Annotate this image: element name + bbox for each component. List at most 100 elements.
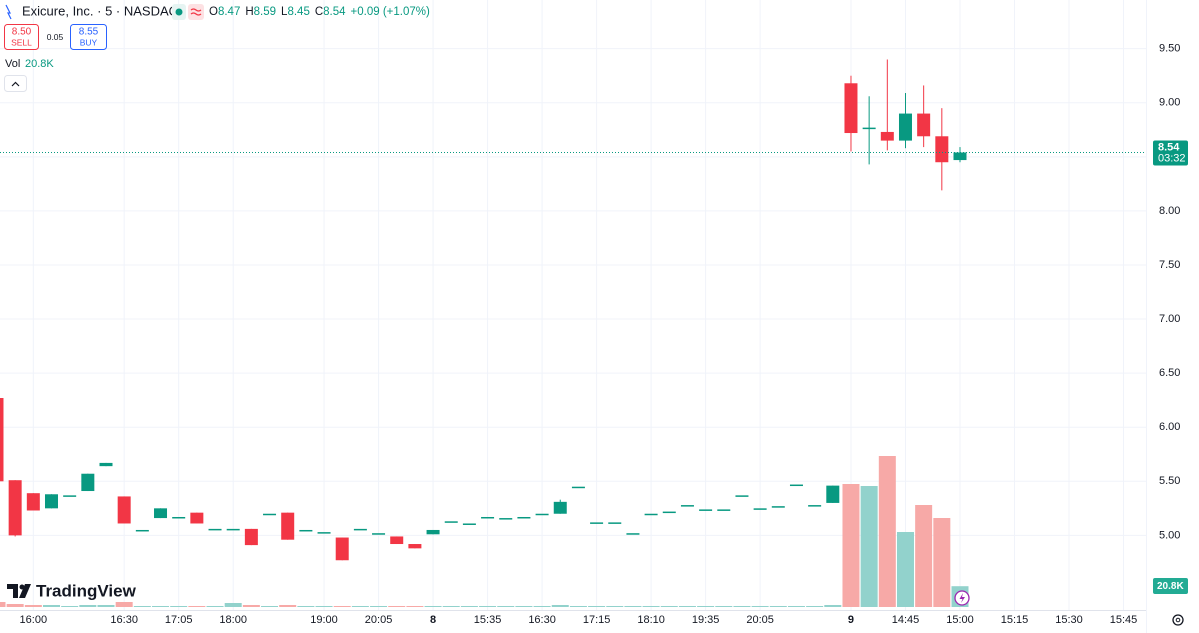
candle-body: [408, 544, 422, 549]
volume-bar: [787, 606, 805, 607]
candle-body: [826, 485, 840, 503]
settings-icon[interactable]: [1172, 614, 1184, 626]
y-tick-label: 7.50: [1159, 259, 1180, 271]
countdown-label: 03:32: [1158, 152, 1186, 164]
volume-bar: [315, 606, 333, 607]
volume-bar: [551, 605, 569, 607]
logo-mark: [7, 584, 18, 598]
candle-body: [662, 511, 676, 514]
volume-bar: [751, 606, 769, 607]
symbol-title[interactable]: Exicure, Inc. · 5 · NASDAQ: [22, 3, 179, 18]
volume-bar: [933, 518, 951, 607]
market-status-dot[interactable]: [175, 8, 183, 16]
last-price-label: 8.54: [1158, 141, 1180, 153]
symbol-icon: [5, 4, 12, 20]
volume-bar: [533, 606, 551, 607]
volume-bar: [697, 606, 715, 607]
x-tick-label: 17:15: [583, 614, 611, 626]
ohlc-value: 8.45: [287, 6, 309, 18]
volume-bar: [442, 606, 460, 607]
candle-body: [281, 512, 295, 540]
data-status-bg[interactable]: [188, 4, 204, 20]
volume-bar: [896, 532, 914, 607]
x-tick-label: 15:45: [1110, 614, 1138, 626]
volume-bar: [206, 606, 224, 607]
volume-bar: [460, 606, 478, 607]
spread: 0.05: [47, 32, 64, 42]
candle-body: [898, 113, 912, 141]
volume-bar: [79, 605, 97, 607]
volume-bar: [297, 606, 315, 607]
volume-bar: [733, 606, 751, 607]
y-tick-label: 6.50: [1159, 367, 1180, 379]
buy-button[interactable]: [70, 24, 107, 50]
x-tick-label: 15:00: [946, 614, 974, 626]
volume-bar: [170, 606, 188, 607]
volume-bar: [842, 484, 860, 607]
sell-button[interactable]: [4, 24, 39, 50]
ohlc-change: +0.09 (+1.07%): [351, 6, 430, 18]
volume-bar: [333, 606, 351, 607]
x-tick-label: 16:30: [110, 614, 138, 626]
volume-bar: [224, 603, 242, 607]
collapse-icon: [11, 81, 20, 87]
candle-body: [481, 516, 495, 519]
candle-body: [717, 509, 731, 511]
volume-bar: [569, 606, 587, 607]
candle-body: [735, 495, 749, 497]
candle-body: [626, 533, 640, 535]
volume-bar: [24, 605, 42, 607]
volume-bar: [624, 606, 642, 607]
y-tick-label: 7.00: [1159, 313, 1180, 325]
y-tick-label: 6.00: [1159, 421, 1180, 433]
sell-label[interactable]: SELL: [11, 37, 32, 47]
candle-body: [499, 518, 513, 520]
buy-label[interactable]: BUY: [80, 37, 98, 47]
volume-bar: [0, 602, 6, 607]
y-tick-label: 8.00: [1159, 205, 1180, 217]
x-tick-label: 16:30: [528, 614, 556, 626]
y-tick-label: 5.00: [1159, 529, 1180, 541]
y-tick-label: 9.50: [1159, 43, 1180, 55]
candle-body: [190, 512, 204, 524]
x-tick-label: 17:05: [165, 614, 193, 626]
collapse-button[interactable]: [4, 75, 27, 92]
candle-body: [99, 462, 113, 467]
ohlc-key: H: [245, 6, 253, 18]
candle-body: [317, 532, 331, 534]
volume-bar: [806, 606, 824, 607]
volume-bar: [479, 606, 497, 607]
volume-bar: [279, 605, 297, 607]
candle-body: [335, 537, 349, 561]
volume-bar: [878, 456, 896, 607]
volume-bar: [715, 606, 733, 607]
volume-bar: [515, 606, 533, 607]
candle-body: [553, 501, 567, 514]
x-tick-label: 18:10: [637, 614, 665, 626]
sell-price[interactable]: 8.50: [12, 27, 32, 38]
x-tick-label: 16:00: [20, 614, 48, 626]
x-tick-label: 20:05: [746, 614, 774, 626]
logo-slash: [19, 584, 31, 598]
volume-bar: [497, 606, 515, 607]
labels: 5.005.506.006.507.007.508.008.509.009.50…: [20, 43, 1188, 626]
volume-bar: [769, 606, 787, 607]
candle-body: [226, 528, 240, 531]
candle-body: [808, 505, 822, 507]
data-status-icon: [190, 8, 202, 16]
volume-bar: [860, 486, 878, 607]
candle-body: [699, 509, 713, 511]
buy-price[interactable]: 8.55: [79, 27, 99, 38]
volume-bar: [424, 606, 442, 607]
candle-body: [462, 523, 476, 525]
candle-body: [154, 508, 168, 519]
x-tick-label: 19:35: [692, 614, 720, 626]
candle-body: [789, 484, 803, 487]
volume-bar: [188, 606, 206, 607]
candle-body: [263, 513, 277, 516]
candle-body: [44, 494, 58, 509]
x-tick-label: 15:35: [474, 614, 502, 626]
watermark: TradingView: [36, 581, 137, 600]
